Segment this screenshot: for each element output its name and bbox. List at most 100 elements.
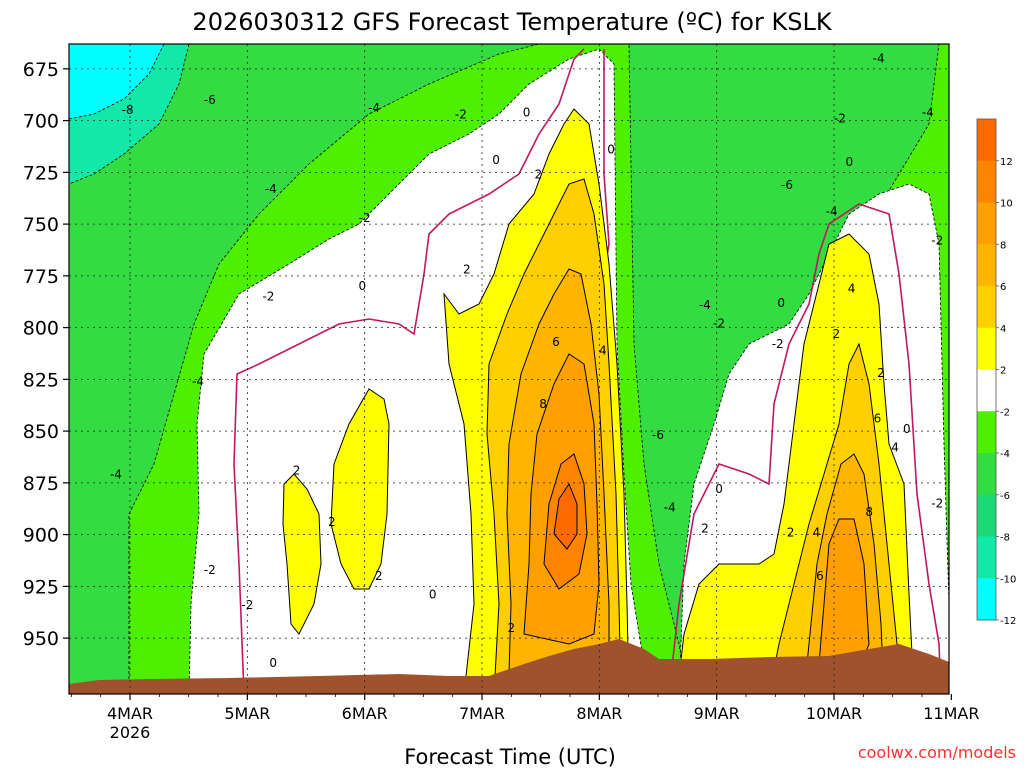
contour-label: -2 bbox=[262, 290, 274, 304]
colorbar-swatch bbox=[977, 119, 996, 162]
plot-area bbox=[68, 43, 950, 695]
x-tick-label: 4MAR bbox=[107, 704, 153, 723]
colorbar-swatch bbox=[977, 369, 996, 412]
colorbar-swatch bbox=[977, 202, 996, 245]
colorbar-swatch bbox=[977, 244, 996, 287]
colorbar-label: 8 bbox=[1000, 240, 1006, 251]
contour-label: 0 bbox=[269, 656, 277, 670]
colorbar-label: -12 bbox=[1000, 616, 1016, 627]
contour-label: 8 bbox=[865, 505, 873, 519]
y-tick-label: 725 bbox=[23, 162, 59, 184]
y-tick-label: 950 bbox=[23, 628, 59, 650]
contour-label: -4 bbox=[922, 105, 934, 119]
contour-label: -8 bbox=[122, 103, 134, 117]
colorbar-label: 4 bbox=[1000, 324, 1006, 335]
contour-label: 8 bbox=[539, 397, 547, 411]
contour-label: 0 bbox=[523, 105, 531, 119]
contour-label: 0 bbox=[359, 279, 367, 293]
contour-label: 0 bbox=[492, 153, 500, 167]
x-axis-title: Forecast Time (UTC) bbox=[404, 745, 616, 768]
y-tick-label: 875 bbox=[23, 473, 59, 495]
contour-label: 0 bbox=[903, 422, 911, 436]
contour-label: -4 bbox=[873, 51, 885, 65]
y-tick-label: 800 bbox=[23, 318, 59, 340]
contour-label: -2 bbox=[931, 497, 943, 511]
plot-frame bbox=[68, 43, 950, 695]
contour-label: -4 bbox=[265, 182, 277, 196]
colorbar-label: -6 bbox=[1000, 491, 1010, 502]
contour-label: 2 bbox=[833, 327, 841, 341]
y-tick-label: 900 bbox=[23, 525, 59, 547]
colorbar-label: -4 bbox=[1000, 449, 1010, 460]
x-tick-label: 5MAR bbox=[224, 704, 270, 723]
contour-label: -2 bbox=[772, 337, 784, 351]
x-tick-label: 9MAR bbox=[694, 704, 740, 723]
contour-label: 2 bbox=[877, 366, 885, 380]
contour-label: -6 bbox=[652, 428, 664, 442]
y-tick-label: 825 bbox=[23, 369, 59, 391]
contour-label: -6 bbox=[204, 93, 216, 107]
colorbar-swatch bbox=[977, 453, 996, 496]
contour-label: 2 bbox=[535, 167, 543, 181]
y-tick-label: 750 bbox=[23, 214, 59, 236]
contour-label: -4 bbox=[664, 501, 676, 515]
contour-label: 2 bbox=[463, 263, 471, 277]
contour-label: -2 bbox=[455, 107, 467, 121]
contour-label: 0 bbox=[845, 155, 853, 169]
contour-label: -4 bbox=[826, 205, 838, 219]
colorbar-swatch bbox=[977, 286, 996, 329]
contour-label: -2 bbox=[204, 563, 216, 577]
contour-label: 2 bbox=[293, 463, 301, 477]
contour-label: -4 bbox=[192, 374, 204, 388]
contour-label: 2 bbox=[787, 526, 795, 540]
x-tick-sublabel: 2026 bbox=[110, 723, 151, 742]
contour-label: -4 bbox=[699, 298, 711, 312]
contour-label: 2 bbox=[701, 521, 709, 535]
colorbar-label: 6 bbox=[1000, 282, 1006, 293]
contour-label: 0 bbox=[429, 588, 437, 602]
grid-lines bbox=[69, 44, 949, 694]
y-tick-label: 775 bbox=[23, 266, 59, 288]
plus2-cell-b bbox=[330, 388, 390, 590]
y-tick-label: 850 bbox=[23, 421, 59, 443]
contour-label: -2 bbox=[931, 234, 943, 248]
colorbar-swatch bbox=[977, 578, 996, 621]
x-tick-label: 11MAR bbox=[923, 704, 979, 723]
contour-label: -2 bbox=[713, 316, 725, 330]
contour-label: 6 bbox=[552, 335, 560, 349]
colorbar-swatch bbox=[977, 536, 996, 579]
contour-label: 2 bbox=[508, 621, 516, 635]
y-tick-label: 700 bbox=[23, 111, 59, 133]
contour-label: -6 bbox=[781, 178, 793, 192]
contour-label: -2 bbox=[834, 112, 846, 126]
contour-label: 4 bbox=[599, 343, 607, 357]
colorbar-label: 12 bbox=[1000, 157, 1013, 168]
contour-label: 4 bbox=[891, 441, 899, 455]
plus2-cell-a bbox=[282, 473, 322, 635]
contour-label: -4 bbox=[368, 101, 380, 115]
contour-label: 2 bbox=[375, 569, 383, 583]
x-tick-label: 10MAR bbox=[806, 704, 862, 723]
contour-label: 4 bbox=[848, 281, 856, 295]
plus12-core bbox=[553, 482, 578, 550]
chart-title: 2026030312 GFS Forecast Temperature (ºC)… bbox=[192, 8, 832, 36]
contour-label: -4 bbox=[110, 468, 122, 482]
contour-label: 4 bbox=[813, 526, 821, 540]
contour-label: 0 bbox=[777, 296, 785, 310]
colorbar-label: -8 bbox=[1000, 533, 1010, 544]
colorbar-swatch bbox=[977, 327, 996, 370]
credit-text: coolwx.com/models bbox=[858, 743, 1016, 762]
contour-label: 6 bbox=[816, 569, 824, 583]
contour-label: -2 bbox=[241, 598, 253, 612]
x-tick-label: 6MAR bbox=[342, 704, 388, 723]
y-axis: 675 700 725 750 775 800 825 850 875 900 925 950 bbox=[23, 59, 69, 650]
contour-label: 6 bbox=[874, 412, 882, 426]
y-tick-label: 925 bbox=[23, 576, 59, 598]
contour-labels: -8-6-4-4 -2 00-2-20-4-4-2-2022202264802-6-… bbox=[110, 51, 943, 669]
x-tick-label: 8MAR bbox=[576, 704, 622, 723]
freezing-line-east bbox=[668, 203, 942, 695]
colorbar-swatch bbox=[977, 160, 996, 203]
